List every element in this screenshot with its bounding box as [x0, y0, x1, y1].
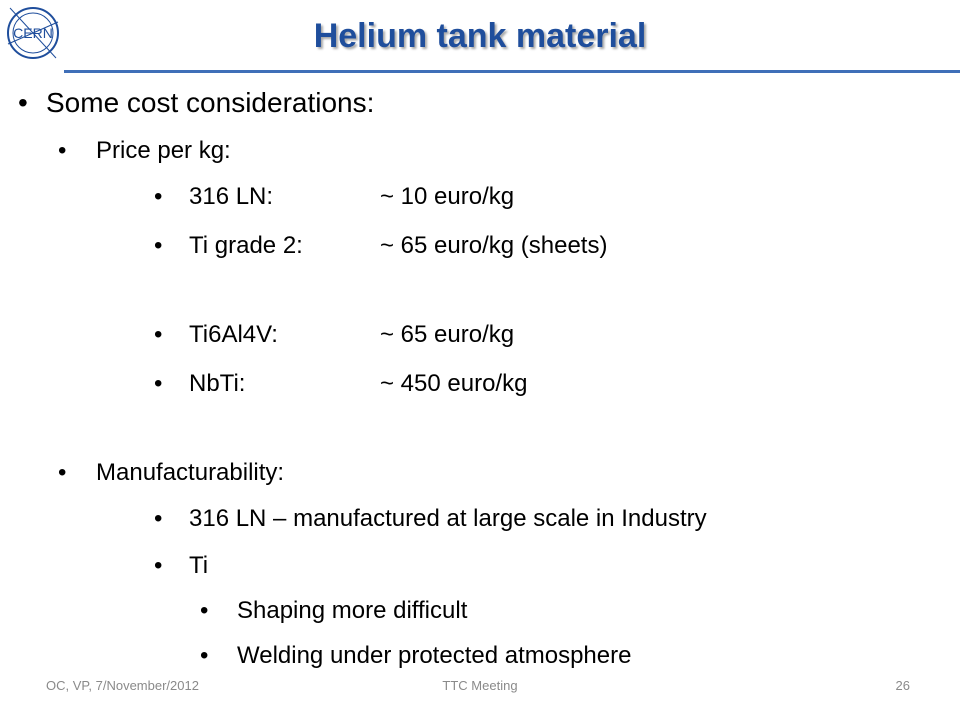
bullet-dot-icon: • [154, 321, 163, 348]
slide-title: Helium tank material [313, 17, 647, 55]
cern-logo-icon: CERN [7, 7, 59, 59]
bullet-dot-icon: • [154, 552, 163, 579]
bullet-text: Some cost considerations: [46, 87, 375, 118]
material-price: ~ 65 euro/kg [380, 321, 515, 348]
bullet-text: Manufacturability: [96, 459, 285, 486]
bullet-text: 316 LN – manufactured at large scale in … [189, 505, 707, 532]
bullet-dot-icon: • [154, 505, 163, 532]
bullet-dot-icon: • [58, 137, 67, 164]
material-label: 316 LN: [189, 183, 274, 210]
material-price: ~ 10 euro/kg [380, 183, 515, 210]
cern-logo-text: CERN [13, 25, 53, 41]
bullet-text: Price per kg: [96, 137, 231, 164]
material-price: ~ 65 euro/kg (sheets) [380, 232, 608, 259]
material-price: ~ 450 euro/kg [380, 370, 528, 397]
bullet-dot-icon: • [154, 183, 163, 210]
bullet-dot-icon: • [200, 642, 209, 669]
bullet-text: Welding under protected atmosphere [237, 642, 632, 669]
bullet-dot-icon: • [18, 87, 28, 118]
footer-event: TTC Meeting [442, 678, 518, 693]
title-divider [64, 70, 960, 73]
bullet-text: Ti [189, 552, 209, 579]
footer-page-number: 26 [895, 678, 910, 693]
bullet-dot-icon: • [200, 597, 209, 624]
material-label: NbTi: [189, 370, 246, 397]
bullet-text: Shaping more difficult [237, 597, 468, 624]
material-label: Ti grade 2: [189, 232, 303, 259]
bullet-dot-icon: • [58, 459, 67, 486]
footer-author-date: OC, VP, 7/November/2012 [46, 678, 199, 693]
material-label: Ti6Al4V: [189, 321, 278, 348]
bullet-dot-icon: • [154, 370, 163, 397]
bullet-dot-icon: • [154, 232, 163, 259]
